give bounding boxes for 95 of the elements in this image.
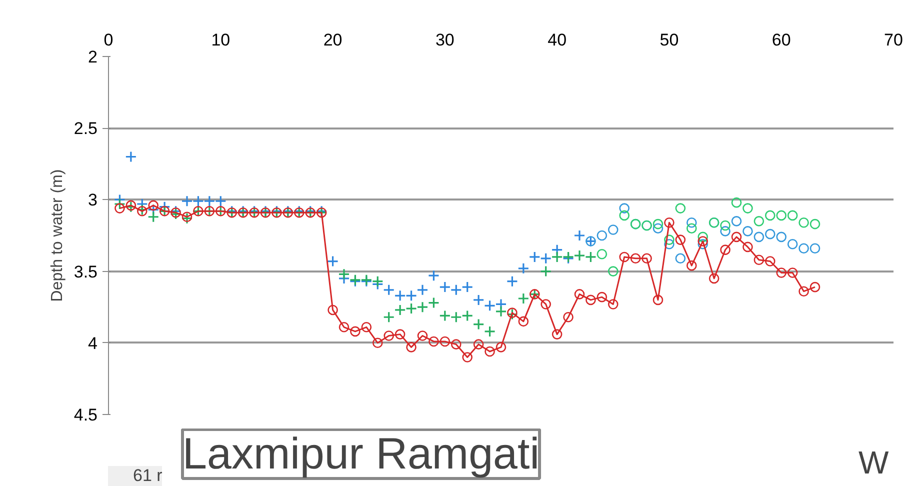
point	[518, 262, 530, 274]
point	[114, 198, 126, 210]
point	[608, 224, 618, 235]
y-axis-title: Depth to water (m)	[48, 169, 66, 302]
y-tick-label: 3.5	[74, 262, 98, 282]
point	[764, 210, 776, 221]
point	[484, 326, 496, 338]
point	[472, 294, 484, 306]
point	[675, 203, 686, 214]
x-tick-label: 60	[772, 30, 791, 50]
point	[619, 203, 630, 214]
point	[787, 210, 798, 221]
point	[686, 217, 697, 228]
point	[204, 195, 216, 207]
point	[506, 276, 518, 288]
point	[540, 252, 552, 264]
point	[742, 226, 753, 236]
point	[652, 223, 664, 234]
point	[698, 238, 708, 250]
point	[754, 232, 764, 242]
point	[484, 300, 496, 312]
point	[608, 266, 618, 276]
y-tick-label: 4	[88, 334, 98, 353]
point	[686, 223, 697, 234]
point	[125, 150, 137, 163]
x-tick-label: 0	[104, 30, 114, 50]
point	[596, 230, 608, 241]
point	[742, 203, 753, 214]
point	[383, 311, 395, 323]
point	[810, 218, 820, 230]
point	[462, 310, 474, 322]
point	[720, 220, 730, 231]
x-tick-label: 70	[884, 30, 903, 50]
point	[136, 204, 148, 216]
point	[148, 211, 160, 223]
point	[754, 216, 764, 226]
point	[326, 255, 339, 268]
point	[731, 216, 742, 226]
point	[798, 243, 809, 254]
point	[181, 195, 193, 207]
point	[405, 290, 418, 302]
text: W	[858, 444, 890, 480]
y-tick-label: 4.5	[74, 406, 98, 424]
point	[776, 232, 787, 242]
text: 61 r	[133, 466, 162, 486]
point	[472, 318, 484, 330]
point	[664, 238, 674, 250]
point	[720, 226, 730, 236]
point	[338, 268, 350, 280]
point	[764, 228, 776, 240]
point	[619, 210, 630, 221]
x-tick-label: 10	[211, 30, 230, 50]
point	[450, 284, 462, 296]
point	[584, 251, 597, 263]
point	[596, 248, 608, 260]
point	[394, 304, 406, 316]
point	[372, 276, 384, 288]
x-tick-label: 30	[435, 30, 454, 50]
point	[416, 284, 428, 296]
point	[776, 210, 787, 221]
point	[652, 218, 664, 230]
point	[540, 266, 552, 278]
point	[462, 281, 474, 293]
point	[428, 297, 440, 309]
y-tick-label: 2.5	[74, 119, 98, 138]
point	[439, 310, 451, 322]
point	[698, 232, 708, 242]
x-tick-label: 50	[660, 30, 679, 50]
text: Laxmipur Ramgati	[182, 430, 540, 478]
y-tick-label: 2	[88, 48, 98, 66]
point	[405, 302, 418, 314]
point	[428, 270, 440, 282]
point	[383, 284, 395, 296]
y-tick-label: 3	[88, 190, 98, 210]
point	[798, 217, 809, 228]
point	[214, 195, 226, 207]
point	[574, 230, 586, 242]
point	[675, 253, 686, 264]
point	[551, 251, 563, 263]
point	[574, 250, 586, 262]
point	[192, 195, 204, 207]
point	[518, 292, 530, 304]
x-tick-label: 20	[323, 30, 342, 50]
point	[394, 290, 406, 302]
point	[731, 197, 742, 208]
point	[506, 308, 518, 320]
point	[416, 301, 428, 313]
point	[787, 238, 798, 250]
point	[495, 306, 507, 318]
point	[528, 251, 540, 263]
point	[450, 311, 462, 323]
point	[664, 234, 674, 245]
point	[810, 243, 820, 254]
point	[439, 281, 451, 293]
x-tick-label: 40	[548, 30, 567, 50]
